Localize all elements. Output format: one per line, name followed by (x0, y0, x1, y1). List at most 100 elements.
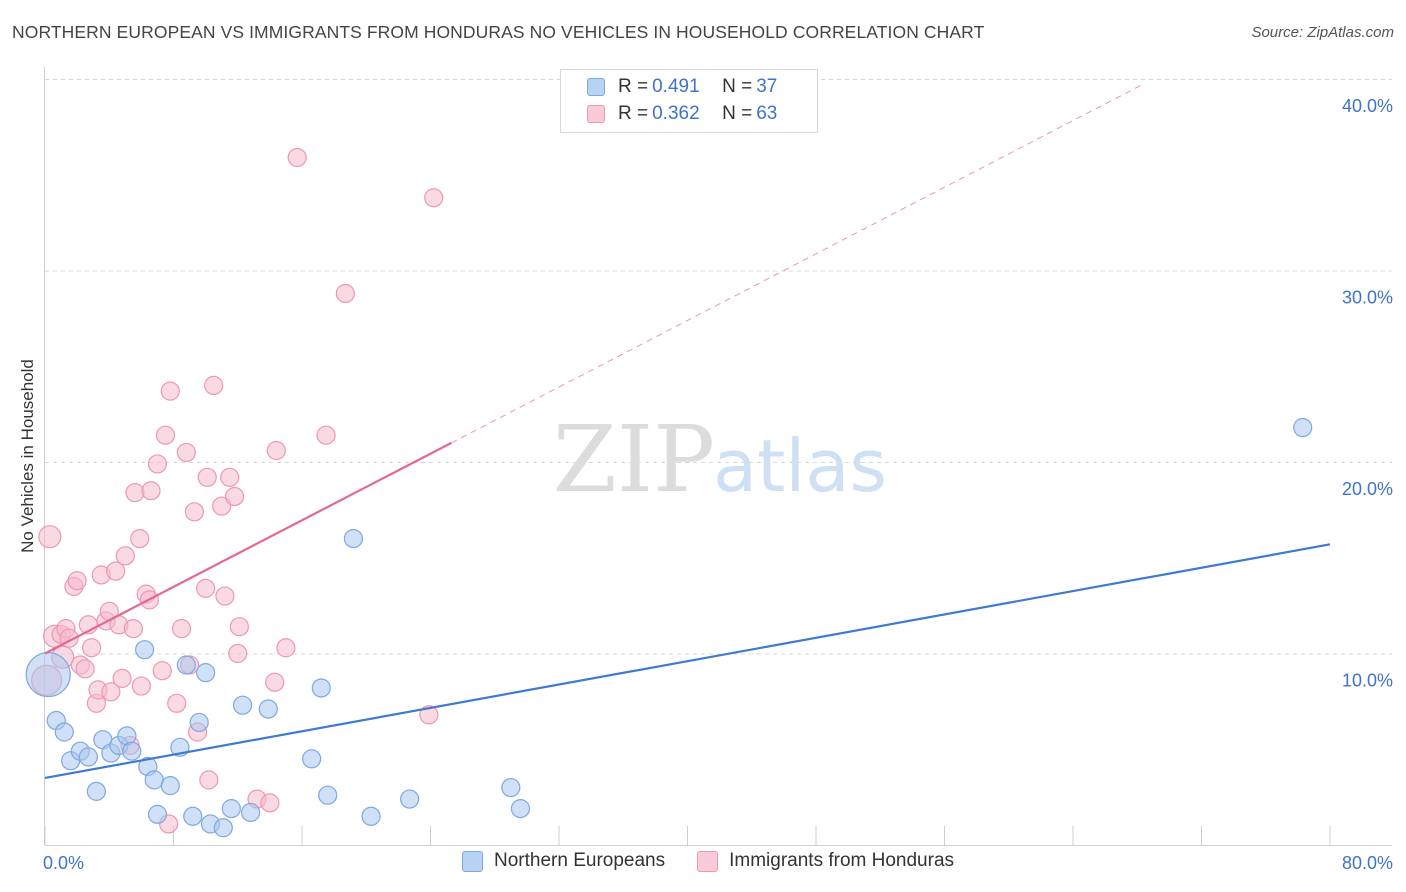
honduras-point (152, 661, 172, 681)
trendlines (44, 84, 1331, 780)
series-label-northern-europeans: Northern Europeans (494, 850, 666, 871)
honduras-point (75, 659, 95, 679)
legend-r-value: 0.362 (652, 103, 700, 124)
series-legend: Northern Europeans Immigrants from Hondu… (462, 850, 954, 872)
legend-r-label: R = (618, 76, 649, 97)
honduras-point (266, 440, 286, 461)
honduras-point (424, 188, 444, 208)
northern-european-point (134, 640, 155, 660)
series-swatch-blue (462, 850, 483, 872)
northern-european-point (25, 651, 71, 698)
northern-european-point (86, 781, 107, 801)
y-axis-label: No Vehicles in Household (18, 359, 37, 553)
series-swatch-pink (697, 850, 719, 872)
northern-european-point (196, 663, 216, 683)
legend-row-northern-europeans: R = 0.491 N = 37 (587, 75, 777, 99)
series-label-honduras: Immigrants from Honduras (729, 850, 955, 871)
northern-european-point (318, 785, 338, 805)
honduras-point (141, 481, 161, 501)
watermark: ZIP atlas (553, 406, 887, 513)
honduras-point (335, 283, 355, 304)
northern-european-point (510, 799, 531, 819)
honduras-point (106, 561, 126, 581)
northern-european-point (1293, 417, 1313, 438)
legend-n-value: 63 (756, 103, 778, 124)
northern-european-point (147, 804, 168, 824)
honduras-point (171, 619, 192, 639)
tick-labels: 10.0% 20.0% 30.0% 40.0% 0.0% 80.0% (43, 96, 1393, 873)
northern-european-point (183, 806, 203, 826)
northern-european-point (144, 770, 164, 790)
honduras-point (38, 525, 62, 549)
axes (44, 67, 1392, 846)
legend-swatch-blue (587, 78, 605, 96)
northern-european-point (213, 818, 233, 838)
legend-n-value: 37 (756, 76, 778, 97)
honduras-point (184, 502, 204, 522)
legend-n-label: N = (722, 103, 753, 124)
honduras-point (260, 793, 280, 813)
honduras-point (204, 375, 224, 395)
chart-title: NORTHERN EUROPEAN VS IMMIGRANTS FROM HON… (12, 22, 985, 42)
legend-r-value: 0.491 (652, 76, 700, 97)
honduras-point (101, 682, 121, 702)
y-tick-label: 30.0% (1342, 288, 1393, 308)
legend-n-label: N = (722, 76, 753, 97)
honduras-point (196, 578, 216, 598)
honduras-point (265, 672, 285, 692)
northern-european-point (221, 799, 241, 819)
northern-european-points (25, 417, 1313, 838)
honduras-point (316, 425, 336, 445)
honduras-point (160, 381, 180, 401)
honduras-point (176, 442, 196, 463)
northern-european-point (343, 528, 363, 549)
y-tick-label: 10.0% (1342, 671, 1393, 691)
trendline-northern-europeans (44, 543, 1331, 780)
northern-european-point (232, 695, 253, 715)
honduras-point (81, 638, 102, 658)
source-label: Source: ZipAtlas.com (1251, 24, 1394, 41)
honduras-point (115, 546, 135, 566)
honduras-point (147, 454, 168, 474)
legend-swatch-pink (587, 105, 605, 123)
northern-european-point (361, 806, 381, 826)
honduras-point (419, 705, 439, 725)
y-tick-label: 40.0% (1342, 96, 1393, 116)
honduras-point (220, 467, 240, 487)
y-tick-label: 20.0% (1342, 479, 1393, 499)
honduras-point (287, 147, 307, 168)
northern-european-point (189, 712, 209, 733)
northern-european-point (176, 655, 196, 675)
honduras-point (199, 770, 219, 790)
honduras-point (212, 496, 232, 516)
watermark-atlas: atlas (713, 424, 887, 508)
honduras-point (224, 486, 245, 507)
trendline-honduras (44, 441, 452, 655)
northern-european-point (241, 802, 261, 823)
x-tick-label: 80.0% (1342, 853, 1393, 873)
honduras-point (131, 676, 151, 696)
northern-european-point (160, 776, 180, 796)
honduras-point (228, 643, 248, 664)
northern-european-point (302, 749, 322, 769)
honduras-point (229, 617, 249, 637)
trendline-honduras-extension (451, 84, 1143, 444)
honduras-point (123, 619, 143, 639)
honduras-point (167, 693, 187, 713)
x-tick-label: 0.0% (43, 853, 84, 873)
northern-european-point (122, 741, 142, 761)
gridlines (45, 79, 1392, 655)
honduras-point (125, 483, 145, 503)
northern-european-point (501, 777, 521, 798)
northern-european-point (54, 722, 74, 742)
honduras-point (155, 425, 176, 445)
honduras-points (31, 147, 444, 834)
northern-european-point (258, 699, 278, 719)
northern-european-point (400, 789, 420, 809)
correlation-legend: R = 0.491 N = 37 R = 0.362 N = 63 (560, 69, 818, 133)
honduras-point (130, 528, 150, 549)
northern-european-point (78, 747, 98, 767)
northern-european-point (311, 678, 331, 698)
honduras-point (197, 467, 217, 487)
